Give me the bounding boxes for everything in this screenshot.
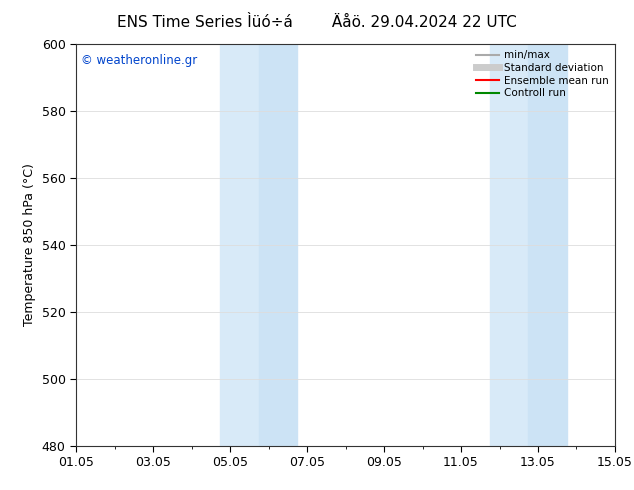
Bar bbox=[221, 44, 259, 446]
Text: © weatheronline.gr: © weatheronline.gr bbox=[81, 54, 198, 67]
Text: ENS Time Series Ìüó÷á        Äåö. 29.04.2024 22 UTC: ENS Time Series Ìüó÷á Äåö. 29.04.2024 22… bbox=[117, 15, 517, 30]
Bar bbox=[259, 44, 297, 446]
Legend: min/max, Standard deviation, Ensemble mean run, Controll run: min/max, Standard deviation, Ensemble me… bbox=[472, 46, 613, 102]
Bar bbox=[490, 44, 528, 446]
Y-axis label: Temperature 850 hPa (°C): Temperature 850 hPa (°C) bbox=[23, 164, 36, 326]
Bar bbox=[528, 44, 567, 446]
